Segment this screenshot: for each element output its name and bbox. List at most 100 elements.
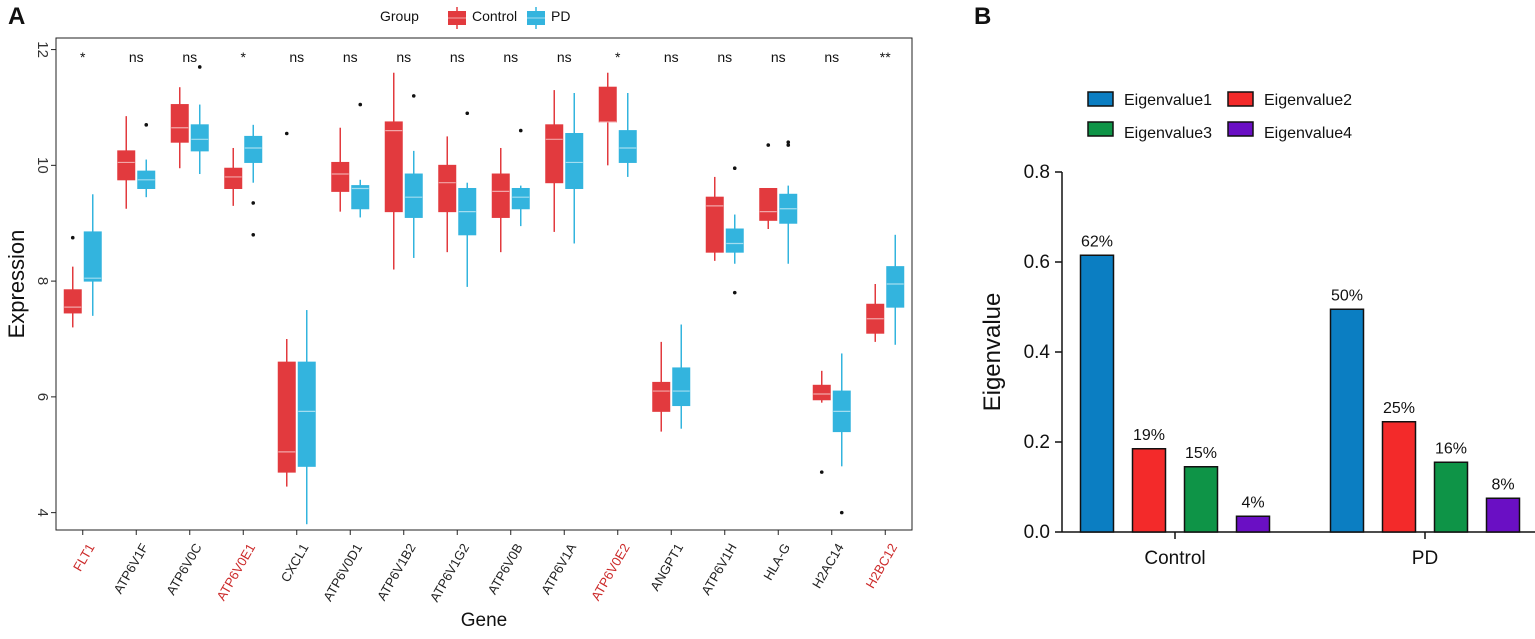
gene-label: CXCL1 [278,541,312,585]
boxplot-chart: 4 6 8 10 12 Expression Gene FLT1 * ATP6V1F ns ATP6V… [4,7,913,631]
panel-a-label: A [8,3,25,30]
legend-swatch [1227,121,1254,137]
legend-swatch [1087,91,1114,107]
significance-label: ** [880,49,891,65]
box-control [117,150,136,181]
bar-eigenvalue3 [1183,466,1219,533]
legend-entry-label: Eigenvalue2 [1264,92,1352,109]
legend-entry-label: Control [472,8,517,24]
y-tick-label: 0.2 [1024,432,1050,453]
gene-label: ATP6V1A [538,541,579,597]
gene-label: ATP6V1B2 [374,541,419,603]
significance-label: ns [557,49,572,65]
bar-data-label: 4% [1241,494,1264,511]
significance-label: ns [503,49,518,65]
significance-label: ns [343,49,358,65]
outlier-point [251,201,256,205]
significance-label: ns [396,49,411,65]
gene-label: FLT1 [70,541,98,574]
plot-frame [55,37,913,531]
significance-label: ns [771,49,786,65]
legend: Eigenvalue1 Eigenvalue2 Eigenvalue3 Eigenva… [1087,91,1352,142]
bar-data-label: 8% [1491,476,1514,493]
outlier-point [197,65,202,69]
box-control [491,173,510,218]
significance-label: * [80,49,86,65]
y-axis-title: Eigenvalue [979,293,1006,412]
gene-label: ATP6V0C [163,541,204,598]
significance-label: ns [824,49,839,65]
box-pd [297,361,316,467]
legend-title: Group [380,8,419,24]
significance-label: * [241,49,247,65]
bar-eigenvalue2 [1131,448,1167,533]
gene-label: HLA-G [760,541,793,583]
box-pd [190,124,209,152]
y-tick-label: 0.0 [1024,522,1050,543]
outlier-point [819,470,824,474]
bar-data-label: 19% [1133,427,1165,444]
y-tick-label: 6 [34,393,51,401]
gene-label: ATP6V0E2 [588,541,633,603]
gene-label: H2AC14 [809,541,847,591]
box-control [384,121,403,213]
outlier-point [411,94,416,98]
outlier-point [766,143,771,147]
box-pd [511,187,530,210]
gene-label: ATP6V0B [485,541,526,597]
bar-data-label: 16% [1435,440,1467,457]
box-control [63,289,82,314]
y-tick-label: 8 [34,277,51,285]
legend-entry-label: PD [551,8,570,24]
box-pd [725,228,744,253]
box-control [545,124,564,184]
significance-label: ns [717,49,732,65]
box-pd [351,185,370,210]
box-pd [886,266,905,308]
gene-label: ATP6V0D1 [320,541,365,604]
box-control [224,167,243,189]
box-control [277,361,296,473]
panel-b-label: B [974,3,991,30]
box-control [759,187,778,221]
y-tick-label: 12 [34,41,51,58]
box-pd [618,130,637,163]
y-tick-label: 4 [34,508,51,516]
bar-data-label: 50% [1331,287,1363,304]
box-control [705,196,724,253]
y-tick-label: 0.8 [1024,162,1050,183]
outlier-point [144,123,149,127]
outlier-point [358,102,363,107]
bar-data-label: 15% [1185,445,1217,462]
bar-eigenvalue4 [1235,515,1271,533]
bar-eigenvalue1 [1329,308,1365,533]
x-category-label: PD [1412,548,1438,569]
significance-label: ns [129,49,144,65]
box-pd [565,133,584,189]
outlier-point [284,131,289,136]
legend-entry-label: Eigenvalue1 [1124,92,1212,109]
significance-label: ns [450,49,465,65]
outlier-point [518,128,523,133]
outlier-point [732,166,737,171]
box-control [652,381,671,412]
x-axis-title: Gene [461,610,507,631]
bar-data-label: 62% [1081,233,1113,250]
outlier-point [70,235,75,240]
box-pd [672,367,691,407]
significance-label: ns [289,49,304,65]
bar-data-label: 25% [1383,400,1415,417]
gene-label: ATP6V1G2 [427,541,472,605]
y-tick-label: 0.6 [1024,252,1050,273]
outlier-point [839,510,844,515]
y-tick-label: 10 [34,157,51,174]
significance-label: ns [182,49,197,65]
gene-label: H2BC12 [863,541,901,591]
gene-label: ATP6V0E1 [213,541,258,603]
gene-label: ANGPT1 [647,541,686,594]
legend-entry-label: Eigenvalue3 [1124,125,1212,142]
outlier-point [786,143,791,147]
bar-eigenvalue4 [1485,497,1521,533]
box-control [598,86,617,123]
